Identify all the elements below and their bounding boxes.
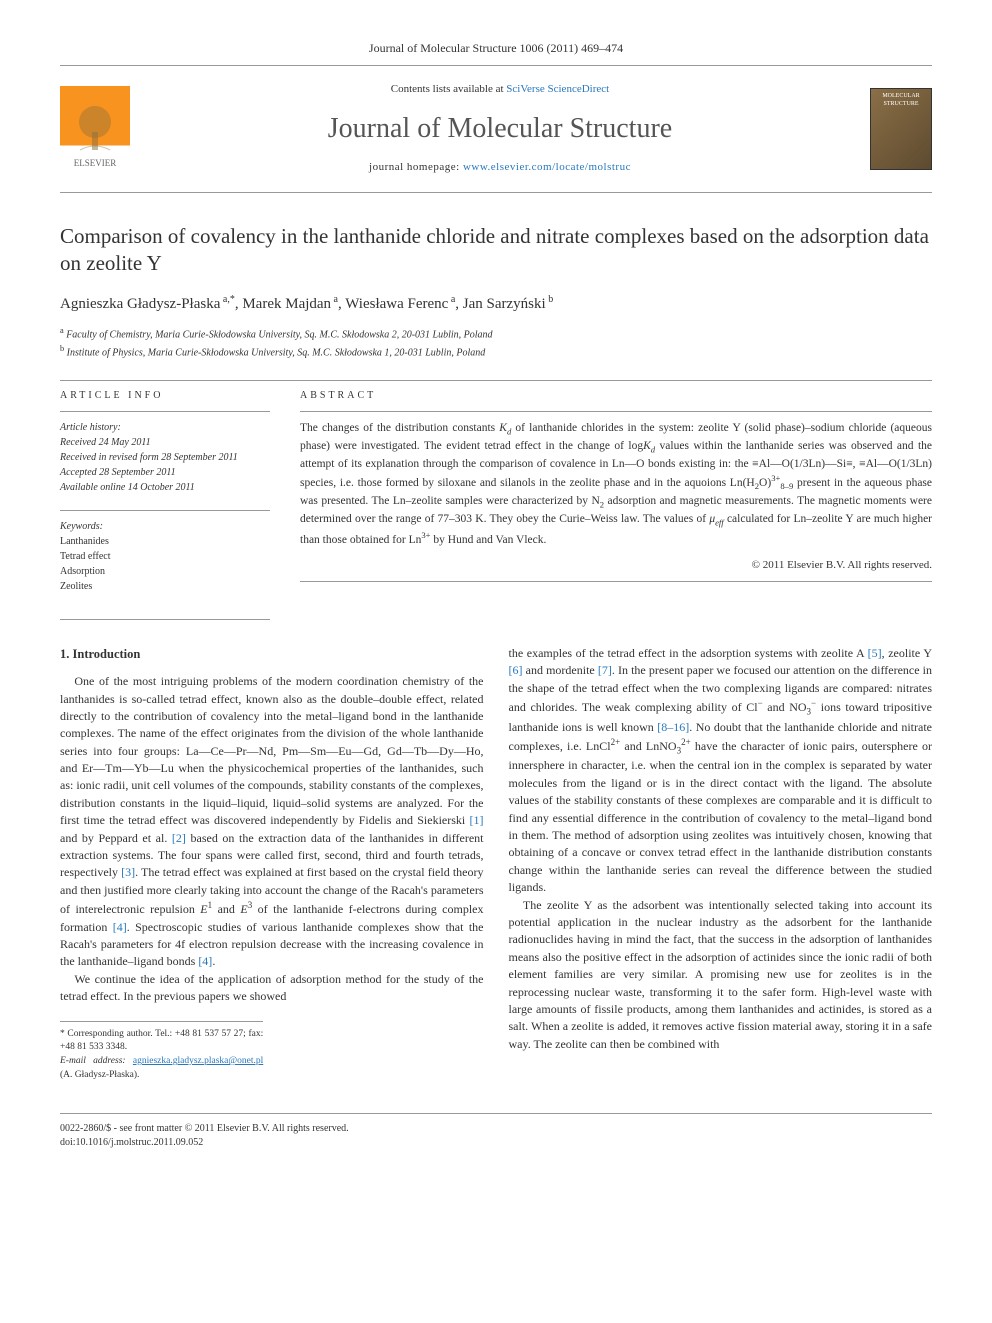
journal-reference: Journal of Molecular Structure 1006 (201…: [60, 40, 932, 57]
section-heading: 1. Introduction: [60, 645, 484, 663]
article-info: ARTICLE INFO Article history: Received 2…: [60, 389, 270, 594]
keywords: Keywords: Lanthanides Tetrad effect Adso…: [60, 519, 270, 594]
journal-cover-thumbnail: MOLECULAR STRUCTURE: [870, 88, 932, 170]
doi-line: doi:10.1016/j.molstruc.2011.09.052: [60, 1136, 349, 1150]
citation-link[interactable]: [5]: [868, 646, 882, 660]
keyword: Lanthanides: [60, 534, 270, 549]
accepted-date: Accepted 28 September 2011: [60, 465, 270, 480]
citation-link[interactable]: [3]: [121, 865, 135, 879]
elsevier-tree-icon: [65, 102, 125, 157]
contents-line: Contents lists available at SciVerse Sci…: [150, 82, 850, 97]
homepage-prefix: journal homepage:: [369, 161, 463, 173]
author-affil-marker: a: [331, 294, 338, 305]
section-divider: [60, 380, 932, 381]
affiliation-a: Faculty of Chemistry, Maria Curie-Skłodo…: [66, 330, 492, 341]
author-affil-marker: a,*: [220, 294, 234, 305]
revised-date: Received in revised form 28 September 20…: [60, 450, 270, 465]
keyword: Tetrad effect: [60, 549, 270, 564]
issn-line: 0022-2860/$ - see front matter © 2011 El…: [60, 1122, 349, 1136]
elsevier-label: ELSEVIER: [74, 157, 117, 170]
received-date: Received 24 May 2011: [60, 435, 270, 450]
email-suffix: (A. Gładysz-Płaska).: [60, 1070, 139, 1080]
abstract-divider: [300, 411, 932, 412]
online-date: Available online 14 October 2011: [60, 480, 270, 495]
authors-list: Agnieszka Gładysz-Płaska a,*, Marek Majd…: [60, 293, 932, 315]
corresponding-tel: * Corresponding author. Tel.: +48 81 537…: [60, 1028, 263, 1056]
corresponding-author-note: * Corresponding author. Tel.: +48 81 537…: [60, 1021, 263, 1083]
abstract-divider: [300, 581, 932, 582]
affiliation-b: Institute of Physics, Maria Curie-Skłodo…: [67, 347, 486, 358]
body-paragraph: One of the most intriguing problems of t…: [60, 673, 484, 971]
sciencedirect-link[interactable]: SciVerse ScienceDirect: [506, 83, 609, 95]
citation-link[interactable]: [8–16]: [657, 720, 689, 734]
body-column-right: the examples of the tetrad effect in the…: [509, 645, 933, 1083]
abstract-text: The changes of the distribution constant…: [300, 420, 932, 548]
citation-link[interactable]: [1]: [470, 813, 484, 827]
citation-link[interactable]: [4]: [198, 954, 212, 968]
abstract-header: ABSTRACT: [300, 389, 932, 403]
elsevier-logo: ELSEVIER: [60, 86, 130, 171]
body-paragraph: We continue the idea of the application …: [60, 971, 484, 1006]
cover-label: MOLECULAR STRUCTURE: [874, 92, 928, 109]
article-history: Article history: Received 24 May 2011 Re…: [60, 420, 270, 495]
copyright-line: © 2011 Elsevier B.V. All rights reserved…: [300, 558, 932, 573]
article-title: Comparison of covalency in the lanthanid…: [60, 223, 932, 278]
page-footer: 0022-2860/$ - see front matter © 2011 El…: [60, 1113, 932, 1150]
homepage-link[interactable]: www.elsevier.com/locate/molstruc: [463, 161, 631, 173]
header-center: Contents lists available at SciVerse Sci…: [130, 82, 870, 176]
info-divider: [60, 510, 270, 511]
citation-link[interactable]: [4]: [113, 920, 127, 934]
history-head: Article history:: [60, 420, 270, 435]
citation-link[interactable]: [2]: [172, 831, 186, 845]
abstract-column: ABSTRACT The changes of the distribution…: [300, 389, 932, 594]
author-affil-marker: a: [448, 294, 455, 305]
citation-link[interactable]: [6]: [509, 663, 523, 677]
contents-prefix: Contents lists available at: [391, 83, 506, 95]
keyword: Zeolites: [60, 579, 270, 594]
info-divider: [60, 411, 270, 412]
article-info-header: ARTICLE INFO: [60, 389, 270, 403]
journal-header: ELSEVIER Contents lists available at Sci…: [60, 65, 932, 193]
author-affil-marker: b: [546, 294, 554, 305]
email-link[interactable]: agnieszka.gladysz.plaska@onet.pl: [133, 1056, 263, 1066]
body-columns: 1. Introduction One of the most intrigui…: [60, 645, 932, 1083]
info-abstract-row: ARTICLE INFO Article history: Received 2…: [60, 389, 932, 594]
body-paragraph: the examples of the tetrad effect in the…: [509, 645, 933, 897]
email-label: E-mail address:: [60, 1056, 133, 1066]
affiliations: a Faculty of Chemistry, Maria Curie-Skło…: [60, 325, 932, 360]
homepage-line: journal homepage: www.elsevier.com/locat…: [150, 160, 850, 175]
section-divider: [60, 619, 270, 620]
body-paragraph: The zeolite Y as the adsorbent was inten…: [509, 897, 933, 1054]
journal-name: Journal of Molecular Structure: [150, 109, 850, 148]
citation-link[interactable]: [7]: [598, 663, 612, 677]
keyword: Adsorption: [60, 564, 270, 579]
keywords-head: Keywords:: [60, 519, 270, 534]
body-column-left: 1. Introduction One of the most intrigui…: [60, 645, 484, 1083]
